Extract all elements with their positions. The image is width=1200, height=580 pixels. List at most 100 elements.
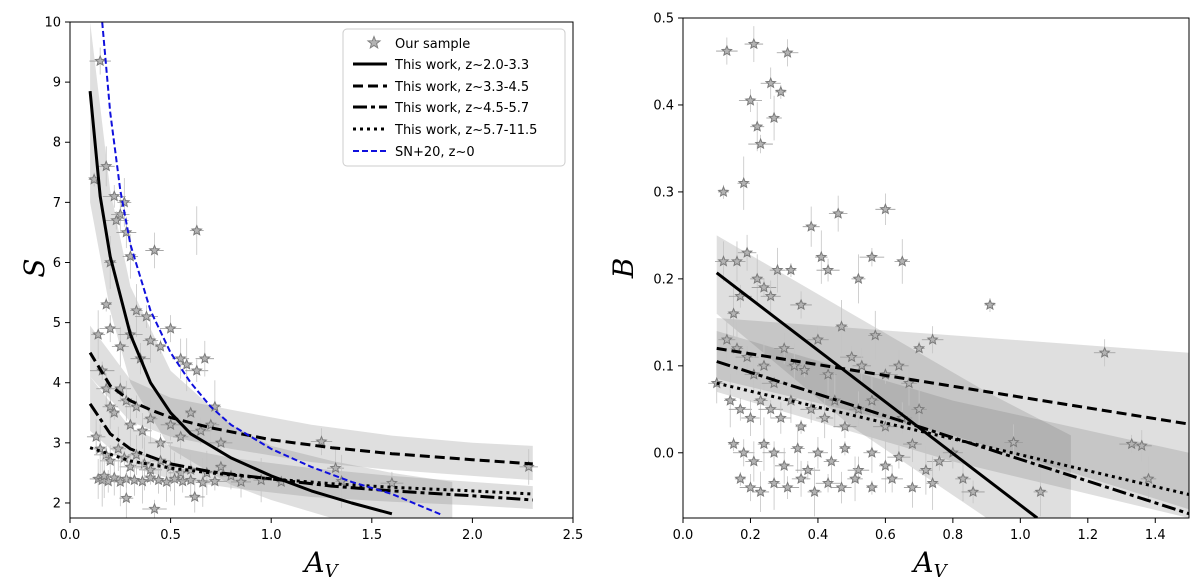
right-star-marker [778,459,791,471]
legend-entry-z4-5: This work, z~4.5-5.7 [353,101,529,116]
left-star-marker [94,54,107,67]
right-star-marker [771,263,784,276]
left-y-tick-label: 7 [53,196,61,211]
left-data-point [195,340,215,377]
right-data-point [879,439,892,493]
right-star-marker [926,476,939,489]
right-data-point [727,286,740,341]
right-data-point [1033,467,1048,517]
right-x-tick-label: 1.4 [1145,528,1166,543]
left-star-marker [184,473,197,486]
right-star-marker [717,185,730,198]
right-star-marker [768,476,781,489]
right-star-marker [865,446,878,458]
right-ticks: 0.0 0.2 0.4 0.6 0.8 1.0 1.2 1.4 0.0 0.1 0.2 0.3 0.4 0… [653,12,1165,544]
legend-label-z2-3: This work, z~2.0-3.3 [394,58,529,73]
left-star-marker [180,358,193,370]
right-star-marker [737,176,750,189]
right-star-marker [764,402,777,415]
left-data-point [110,426,126,471]
left-star-marker [208,475,221,487]
left-band-3 [90,376,533,509]
left-series-line-solid [88,90,393,516]
left-star-marker [148,502,161,515]
right-data-point [1140,456,1157,502]
right-star-marker [822,368,835,380]
right-star-marker [825,455,838,467]
right-data-point [1004,424,1023,461]
left-data-point [100,297,113,312]
right-star-marker [886,472,899,484]
right-data-point [718,319,736,360]
right-star-marker [757,359,770,371]
right-x-tick-label: 0.4 [808,528,829,543]
left-star-marker [100,298,113,310]
left-star-marker [92,328,105,340]
left-data-point [130,284,143,338]
right-x-tick-label: 0.0 [673,528,694,543]
left-star-marker [120,226,133,238]
left-x-tick-label: 1.5 [361,528,382,543]
right-star-marker [892,450,905,463]
right-data-point [717,184,730,199]
right-star-marker [757,437,770,450]
left-star-marker [136,475,149,487]
right-star-marker [805,402,818,415]
legend-label-our-sample: Our sample [395,37,470,52]
right-data-point [802,206,820,247]
right-lines [715,271,1189,518]
right-star-marker [724,394,737,406]
right-x-tick-label: 1.2 [1077,528,1098,543]
right-star-marker [727,437,740,450]
right-data-point [847,456,870,484]
right-axes-frame [682,17,1190,519]
right-star-marker [1142,472,1155,484]
left-star-marker [108,406,121,418]
right-star-marker [983,298,996,311]
left-y-tick-label: 2 [53,496,61,511]
right-y-tick-label: 0.2 [653,272,674,287]
left-data-point [96,453,112,499]
right-x-tick-label: 1.0 [1010,528,1031,543]
right-x-tick-label: 0.8 [943,528,964,543]
right-data-point [903,426,922,463]
right-data-point [863,432,881,473]
left-star-marker [124,460,137,472]
right-data-point [881,465,903,493]
right-data-point [774,84,787,99]
right-star-marker [869,329,882,341]
legend-label-z4-5: This work, z~4.5-5.7 [394,101,529,116]
right-star-marker [764,76,777,89]
right-star-marker [879,459,892,471]
right-data-point [838,441,851,456]
right-data-point [840,345,864,369]
left-star-marker [160,475,173,488]
right-y-tick-label: 0.1 [653,359,674,374]
left-y-tick-label: 5 [53,316,61,331]
right-star-marker [822,263,835,276]
left-star-marker [188,490,201,503]
right-star-marker [751,272,764,284]
legend: Our sample This work, z~2.0-3.3 This wor… [342,28,566,167]
left-axes-frame [69,21,574,519]
left-star-marker [174,430,187,442]
right-data-point [901,360,917,406]
right-data-point [798,363,811,378]
left-star-marker [164,418,177,430]
right-data-point [728,241,746,282]
right-data-point [859,247,885,267]
right-data-point [737,156,750,210]
right-star-marker [926,333,939,345]
left-data-point [108,405,121,420]
left-series-line-dotted [89,446,533,496]
right-data-point [786,343,803,389]
left-star-marker [90,430,103,442]
right-data-point [744,26,764,63]
right-data-point [815,474,841,493]
right-data-point [766,95,782,141]
right-star-marker [798,363,811,376]
right-star-marker [852,402,865,415]
left-x-tick-label: 0.0 [60,528,81,543]
right-data-point [955,456,971,502]
left-star-marker [385,476,398,489]
